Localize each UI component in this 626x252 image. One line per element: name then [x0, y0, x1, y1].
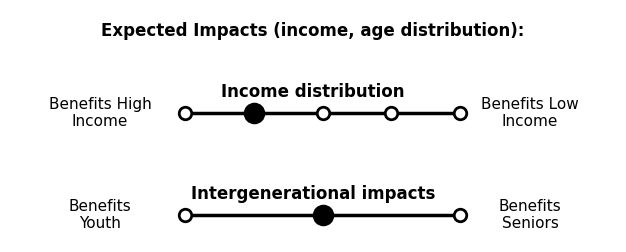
Text: Benefits
Seniors: Benefits Seniors [499, 199, 562, 231]
Text: Intergenerational impacts: Intergenerational impacts [191, 185, 435, 203]
Text: Expected Impacts (income, age distribution):: Expected Impacts (income, age distributi… [101, 22, 525, 40]
Text: Income distribution: Income distribution [221, 83, 405, 101]
Text: Benefits High
Income: Benefits High Income [49, 97, 151, 129]
Text: Benefits Low
Income: Benefits Low Income [481, 97, 579, 129]
Text: Benefits
Youth: Benefits Youth [69, 199, 131, 231]
